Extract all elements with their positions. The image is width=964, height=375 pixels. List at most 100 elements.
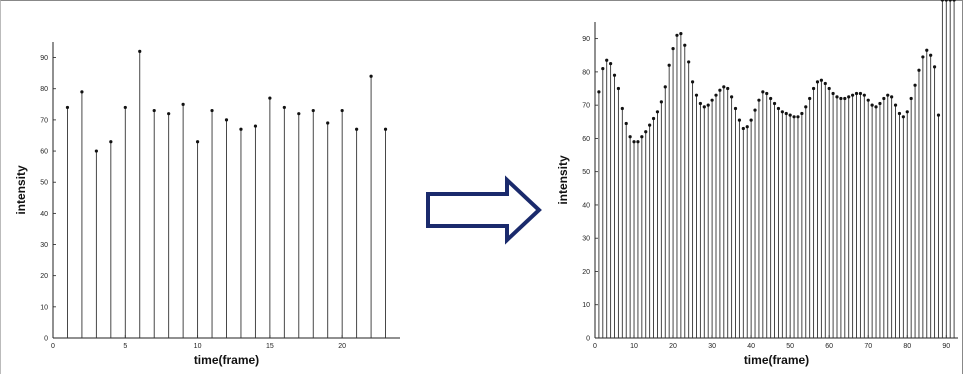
x-tick-label: 50	[786, 343, 794, 350]
stem-marker	[651, 116, 656, 121]
stem-marker	[152, 108, 156, 113]
stem-marker	[878, 101, 882, 106]
stem-marker	[792, 115, 796, 119]
stem-marker	[224, 118, 229, 122]
x-tick-label: 15	[266, 343, 274, 350]
stem-marker	[671, 47, 675, 51]
stem-marker	[687, 60, 691, 64]
y-tick-label: 20	[40, 273, 48, 280]
stem-marker	[636, 140, 640, 144]
x-tick-label: 60	[825, 343, 833, 350]
stem-marker	[905, 110, 909, 114]
stem-marker	[690, 80, 695, 84]
y-tick-label: 70	[40, 117, 48, 124]
stem-marker	[819, 78, 823, 82]
y-tick-label: 80	[582, 69, 590, 76]
stem-marker	[383, 127, 388, 131]
stem-marker	[932, 65, 937, 69]
stem-marker	[655, 110, 660, 114]
stem-marker	[749, 118, 753, 122]
stem-marker	[839, 96, 843, 101]
stem-marker	[761, 90, 765, 94]
stem-marker	[65, 105, 70, 110]
stem-marker	[921, 55, 925, 59]
stem-marker	[683, 43, 687, 47]
stem-marker	[765, 91, 769, 96]
x-axis-label: time(frame)	[744, 353, 809, 367]
stem-marker	[854, 91, 859, 96]
stem-marker	[870, 103, 874, 107]
stem-marker	[753, 108, 757, 112]
stem-marker	[644, 130, 648, 134]
stem-marker	[901, 115, 905, 119]
y-tick-label: 0	[44, 336, 48, 343]
y-tick-label: 90	[40, 55, 48, 62]
stem-marker	[929, 53, 933, 57]
stem-marker	[663, 85, 667, 89]
stem-marker	[311, 108, 315, 113]
x-axis-label: time(frame)	[194, 353, 259, 367]
stem-marker	[667, 63, 671, 67]
stem-marker	[698, 101, 702, 106]
y-tick-label: 60	[40, 149, 48, 156]
stem-marker	[181, 102, 185, 106]
stem-marker	[917, 68, 921, 72]
y-tick-label: 20	[582, 269, 590, 276]
stem-marker	[605, 58, 609, 62]
stem-marker	[94, 149, 98, 153]
stem-marker	[675, 33, 679, 37]
x-tick-label: 30	[708, 343, 716, 350]
left-stem-chart: 0 10 20 30 40 50 60 70 80 90 0 5 10 15 20 time(frame) in…	[14, 42, 400, 367]
stem-marker	[601, 66, 605, 71]
stem-marker	[874, 105, 878, 109]
x-tick-label: 10	[194, 343, 202, 350]
right-stem-chart: 0 10 20 30 40 50 60 70 80 90 0 10 20 30 40 50 60 70 80 90 ti…	[556, 0, 958, 367]
x-tick-label: 20	[338, 343, 346, 350]
stem-marker	[936, 113, 941, 117]
stem-marker	[913, 83, 917, 87]
stem-marker	[897, 111, 902, 116]
stem-marker	[831, 91, 835, 96]
x-tick-label: 20	[669, 343, 677, 350]
stem-marker	[369, 74, 373, 78]
y-tick-label: 40	[582, 202, 590, 209]
stem-marker	[811, 86, 816, 91]
y-tick-label: 90	[582, 36, 590, 43]
stem-marker	[804, 105, 808, 109]
stem-marker	[815, 80, 820, 84]
stem-marker	[788, 113, 792, 117]
stem-marker	[167, 112, 171, 116]
stem-marker	[195, 140, 200, 144]
stem-marker	[620, 106, 624, 111]
x-tick-label: 40	[747, 343, 755, 350]
stem-marker	[823, 81, 827, 86]
stem-marker	[843, 96, 847, 101]
stem-marker	[702, 105, 706, 109]
stem-marker	[706, 103, 710, 107]
y-axis-label: intensity	[14, 165, 28, 215]
stem-marker	[776, 106, 781, 111]
stem-marker	[624, 121, 628, 126]
y-axis-label: intensity	[556, 155, 570, 205]
stem-marker	[694, 93, 699, 97]
stem-marker	[616, 86, 621, 91]
stem-marker	[268, 96, 272, 100]
stem-marker	[925, 48, 929, 52]
stem-marker	[640, 135, 644, 139]
y-tick-label: 0	[586, 336, 590, 343]
stem-marker	[679, 32, 683, 36]
stem-marker	[944, 0, 948, 2]
y-tick-label: 80	[40, 86, 48, 93]
stem-marker	[772, 101, 777, 106]
stem-marker	[628, 135, 632, 139]
x-tick-label: 80	[903, 343, 911, 350]
stem-marker	[796, 115, 800, 119]
stem-marker	[737, 118, 742, 122]
stem-marker	[612, 73, 617, 77]
stem-marker	[780, 110, 784, 114]
stem-marker	[632, 140, 636, 144]
y-tick-label: 30	[40, 242, 48, 249]
stem-marker	[282, 105, 286, 110]
x-tick-label: 0	[51, 343, 55, 350]
